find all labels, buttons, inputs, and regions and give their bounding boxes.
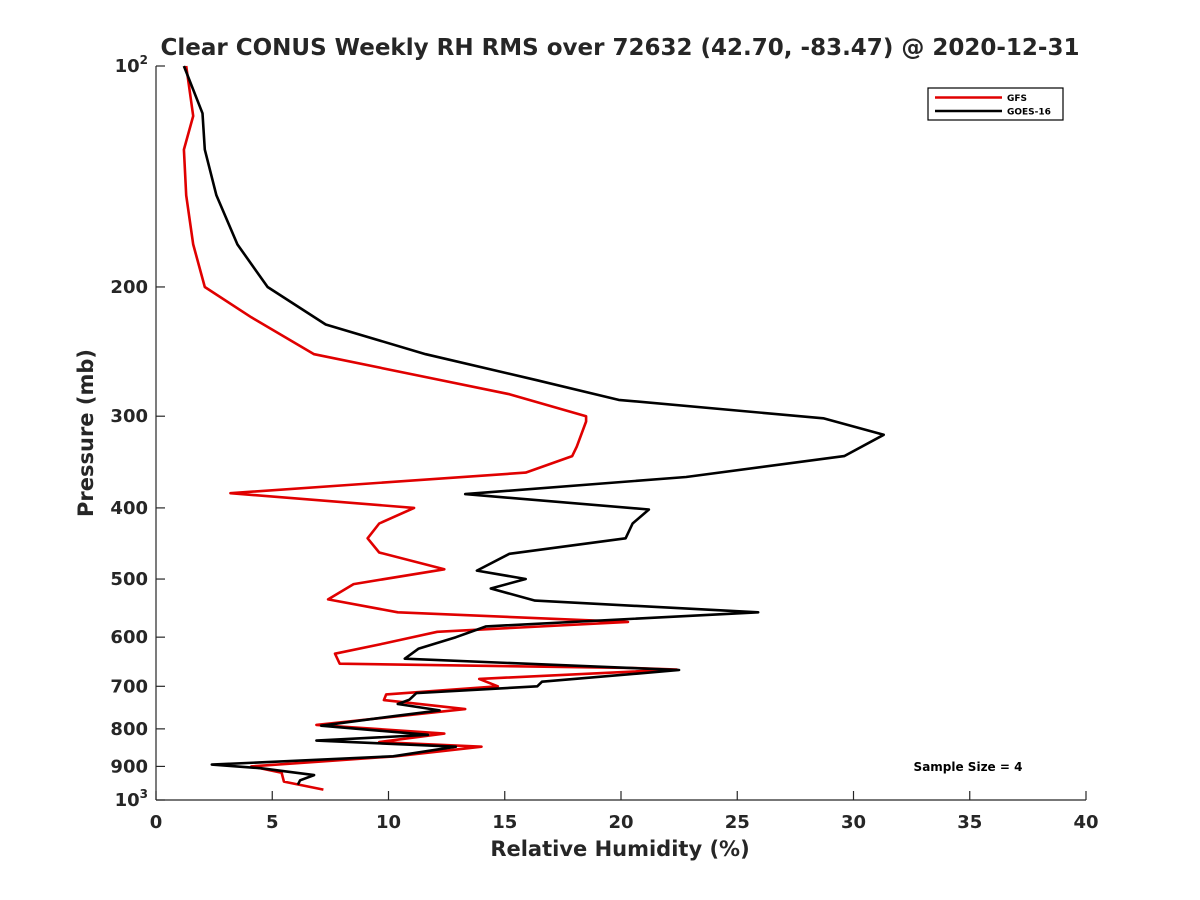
x-tick-label: 25 <box>725 812 750 833</box>
y-tick-label: 800 <box>110 719 148 740</box>
y-tick-label: 700 <box>110 676 148 697</box>
legend-goes16-label: GOES-16 <box>1007 108 1051 118</box>
y-tick-label: 300 <box>110 406 148 427</box>
x-tick-label: 5 <box>266 812 279 833</box>
y-tick-label: 200 <box>110 277 148 298</box>
y-tick-label: 600 <box>110 627 148 648</box>
plot-area <box>156 66 1086 800</box>
legend: GFS GOES-16 <box>927 87 1064 121</box>
x-tick-label: 20 <box>608 812 633 833</box>
chart-title: Clear CONUS Weekly RH RMS over 72632 (42… <box>161 35 1080 61</box>
series-line-gfs <box>182 65 679 791</box>
x-axis-label: Relative Humidity (%) <box>490 837 749 861</box>
x-tick-label: 40 <box>1073 812 1098 833</box>
x-tick-label: 15 <box>492 812 517 833</box>
y-tick-label: 102 <box>115 53 148 77</box>
series-line-goes-16 <box>182 65 886 786</box>
x-tick-label: 30 <box>841 812 866 833</box>
x-tick-label: 10 <box>376 812 401 833</box>
y-tick-label: 900 <box>110 756 148 777</box>
legend-gfs-label: GFS <box>1007 94 1027 104</box>
legend-box <box>927 87 1064 121</box>
x-tick-label: 0 <box>150 812 163 833</box>
y-axis-label: Pressure (mb) <box>74 349 98 517</box>
sample-size-annotation: Sample Size = 4 <box>914 760 1023 774</box>
y-tick-label: 400 <box>110 498 148 519</box>
x-tick-label: 35 <box>957 812 982 833</box>
y-tick-label: 103 <box>115 787 148 811</box>
y-tick-label: 500 <box>110 569 148 590</box>
